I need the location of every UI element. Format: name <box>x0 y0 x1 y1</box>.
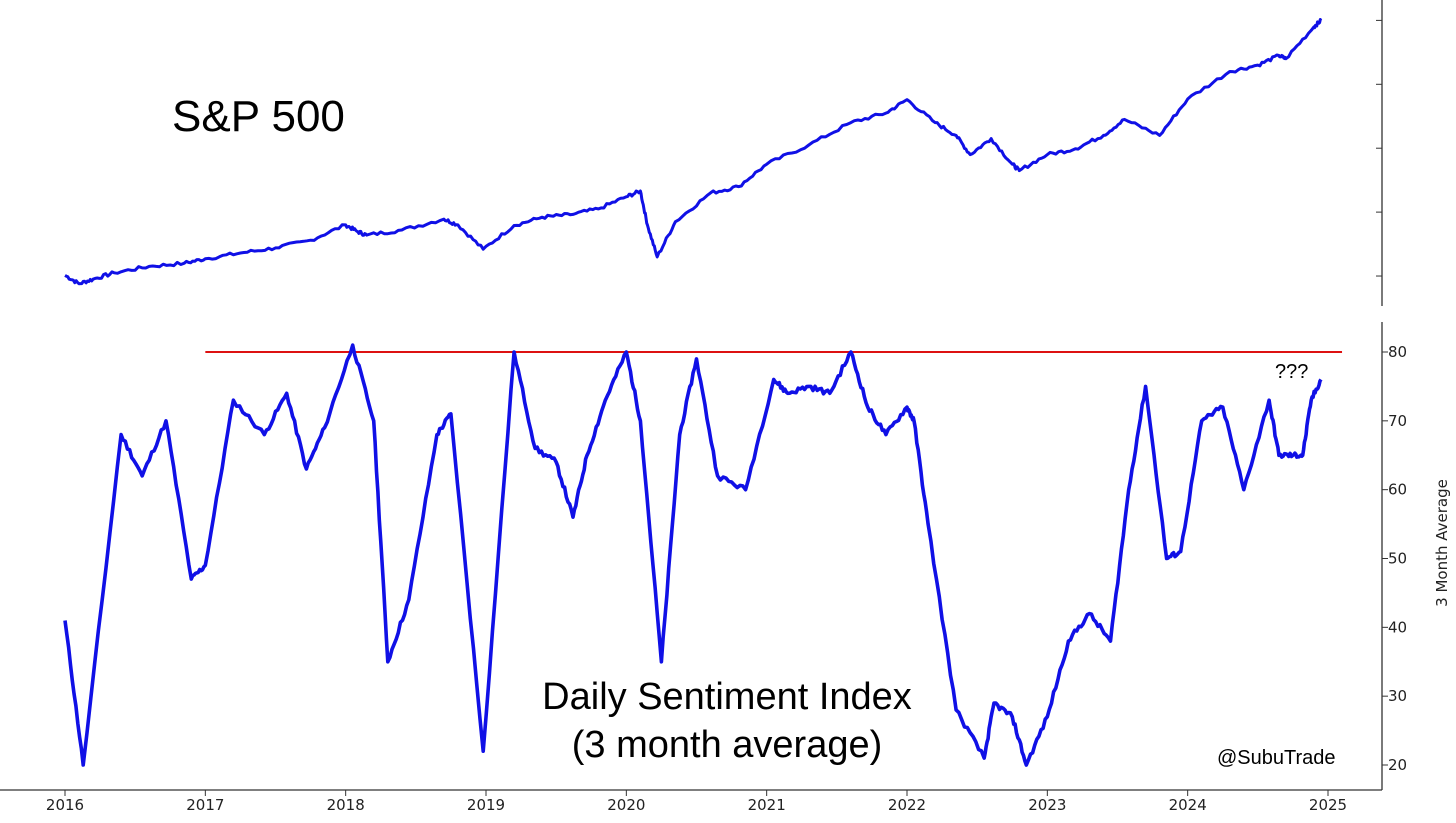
sp500-panel: S&P 500 <box>64 0 1383 306</box>
dsi-title-line: (3 month average) <box>572 724 883 766</box>
dsi-y-tick-label: 80 <box>1388 343 1407 361</box>
dsi-y-tick-label: 70 <box>1388 412 1407 430</box>
x-tick-label: 2021 <box>748 796 786 814</box>
x-tick-label: 2017 <box>186 796 224 814</box>
dsi-y-tick-label: 30 <box>1388 687 1407 705</box>
sp500-title: S&P 500 <box>172 92 345 141</box>
sp500-axis-ticks <box>1376 19 1382 277</box>
x-tick-label: 2016 <box>46 796 84 814</box>
author-handle: @SubuTrade <box>1217 747 1336 769</box>
x-tick-label: 2020 <box>607 796 645 814</box>
dsi-y-tick-label: 20 <box>1388 756 1407 774</box>
dsi-y-tick-label: 40 <box>1388 618 1407 636</box>
x-axis-ticks: 2016 2017 2018 2019 2020 2021 2022 2023 2024 2025 <box>46 790 1347 814</box>
x-tick-label: 2025 <box>1309 796 1347 814</box>
x-tick-label: 2023 <box>1028 796 1066 814</box>
dsi-title: Daily Sentiment Index (3 month average) <box>542 676 912 766</box>
dsi-series-line <box>63 343 1323 767</box>
x-tick-label: 2019 <box>467 796 505 814</box>
x-tick-label: 2018 <box>327 796 365 814</box>
dsi-y-tick-label: 50 <box>1388 550 1407 568</box>
dsi-title-line: Daily Sentiment Index <box>542 676 912 718</box>
question-annotation: ??? <box>1275 361 1308 383</box>
x-tick-label: 2024 <box>1169 796 1207 814</box>
x-tick-label: 2022 <box>888 796 926 814</box>
dsi-y-ticks: 20 30 40 50 60 70 80 <box>1382 343 1407 774</box>
dsi-y-axis-title: 3 Month Average <box>1433 479 1451 607</box>
dsi-y-tick-label: 60 <box>1388 481 1407 499</box>
sp500-series-line <box>64 18 1323 286</box>
